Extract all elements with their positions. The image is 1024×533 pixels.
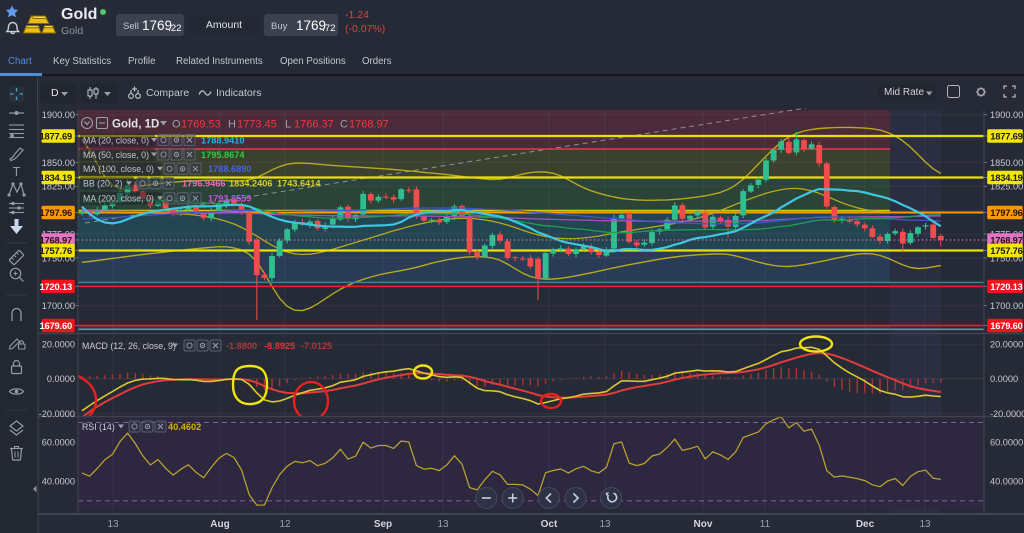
svg-text:1720.13: 1720.13 [990,281,1023,292]
svg-text:1768.97: 1768.97 [40,235,73,246]
svg-text:20.0000: 20.0000 [42,340,75,350]
svg-text:O: O [172,119,181,131]
svg-text:BB (20, 2): BB (20, 2) [83,179,123,189]
svg-text:13: 13 [437,519,449,530]
svg-text:1795.8674: 1795.8674 [201,150,245,160]
svg-text:-8.8925: -8.8925 [264,341,295,351]
svg-text:MACD (12, 26, close, 9): MACD (12, 26, close, 9) [82,341,176,351]
svg-text:1797.96: 1797.96 [40,207,73,218]
svg-text:13: 13 [107,519,119,530]
svg-text:MA (200, close, 0): MA (200, close, 0) [83,194,154,204]
svg-text:1773.45: 1773.45 [237,119,277,131]
svg-text:1679.60: 1679.60 [40,320,73,331]
svg-text:RSI (14): RSI (14) [82,422,115,432]
svg-text:1750.00: 1750.00 [990,253,1023,263]
svg-text:L: L [285,119,291,131]
svg-text:Sep: Sep [374,519,392,530]
svg-text:1788.6890: 1788.6890 [208,164,251,174]
svg-text:20.0000: 20.0000 [990,340,1023,350]
svg-text:1825.00: 1825.00 [990,182,1023,192]
svg-text:1900.00: 1900.00 [42,110,75,120]
svg-text:Oct: Oct [541,519,558,530]
svg-text:1834.19: 1834.19 [990,172,1023,183]
svg-text:1850.00: 1850.00 [42,158,75,168]
svg-text:1768.97: 1768.97 [990,235,1023,246]
svg-text:1797.96: 1797.96 [990,207,1023,218]
svg-text:1700.00: 1700.00 [42,301,75,311]
svg-text:Nov: Nov [694,519,713,530]
svg-text:1720.13: 1720.13 [40,281,73,292]
svg-text:1768.97: 1768.97 [349,119,389,131]
svg-text:-1.8800: -1.8800 [226,341,257,351]
svg-text:40.0000: 40.0000 [990,477,1023,487]
svg-text:60.0000: 60.0000 [990,438,1023,448]
svg-text:MA (20, close, 0): MA (20, close, 0) [83,135,149,145]
svg-text:1769.53: 1769.53 [181,119,221,131]
svg-text:Aug: Aug [210,519,229,530]
svg-text:1796.9466: 1796.9466 [182,179,225,189]
svg-text:13: 13 [599,519,611,530]
svg-text:1834.19: 1834.19 [40,172,73,183]
svg-text:1788.9410: 1788.9410 [201,135,244,145]
svg-text:1679.60: 1679.60 [990,320,1023,331]
svg-text:1700.00: 1700.00 [990,301,1023,311]
svg-text:12: 12 [279,519,291,530]
svg-text:1757.76: 1757.76 [990,245,1023,256]
svg-text:1743.6414: 1743.6414 [277,179,321,189]
svg-text:1825.00: 1825.00 [42,182,75,192]
svg-text:1877.69: 1877.69 [40,131,73,142]
svg-text:H: H [228,119,236,131]
svg-text:1766.37: 1766.37 [294,119,334,131]
svg-text:40.4602: 40.4602 [168,422,201,432]
svg-text:1750.00: 1750.00 [42,253,75,263]
svg-text:-7.0125: -7.0125 [301,341,332,351]
svg-text:1850.00: 1850.00 [990,158,1023,168]
svg-text:13: 13 [919,519,931,530]
svg-text:1793.8559: 1793.8559 [208,194,251,204]
svg-text:1900.00: 1900.00 [990,110,1023,120]
svg-text:Dec: Dec [856,519,875,530]
svg-text:1877.69: 1877.69 [990,131,1023,142]
svg-text:C: C [340,119,348,131]
svg-text:1757.76: 1757.76 [40,245,73,256]
svg-text:-20.0000: -20.0000 [39,409,75,419]
svg-text:Gold, 1D: Gold, 1D [112,119,159,131]
svg-text:T: T [13,165,21,179]
svg-text:1834.2406: 1834.2406 [229,179,272,189]
svg-text:40.0000: 40.0000 [42,477,75,487]
svg-text:60.0000: 60.0000 [42,438,75,448]
svg-text:MA (50, close, 0): MA (50, close, 0) [83,150,149,160]
svg-text:0.0000: 0.0000 [990,374,1018,384]
svg-text:MA (100, close, 0): MA (100, close, 0) [83,164,154,174]
svg-text:0.0000: 0.0000 [47,374,75,384]
svg-text:-20.0000: -20.0000 [990,409,1024,419]
svg-text:11: 11 [760,519,771,530]
